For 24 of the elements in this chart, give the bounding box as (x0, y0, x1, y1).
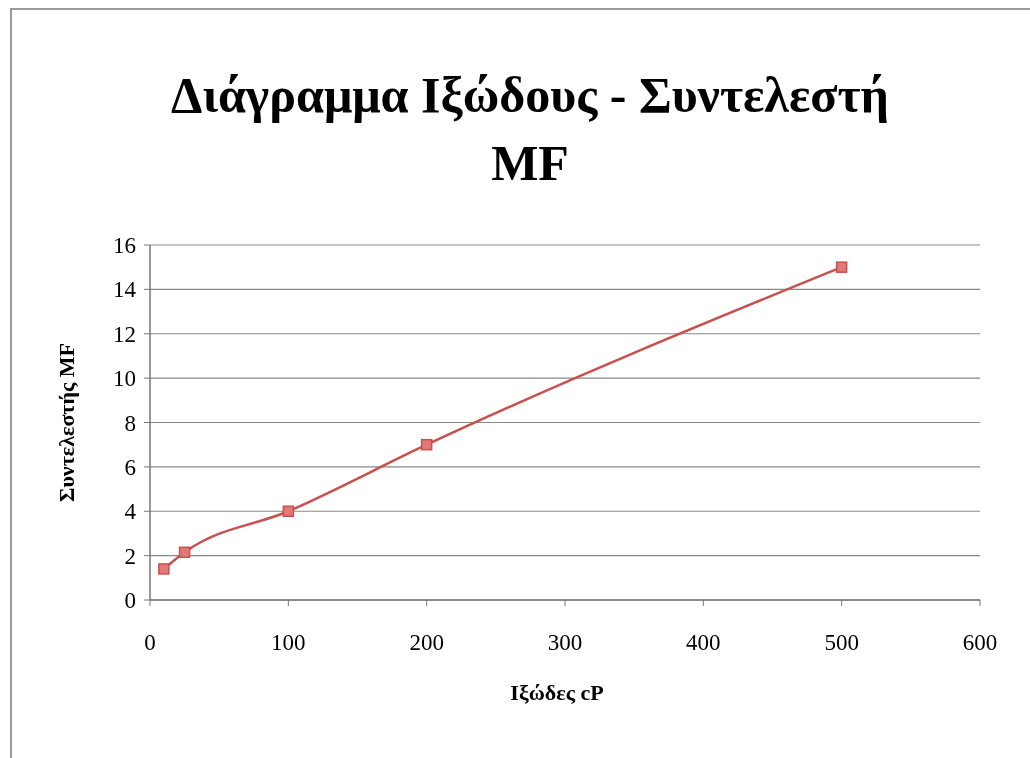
y-tick-label: 4 (124, 499, 137, 525)
y-tick-label: 10 (113, 366, 136, 392)
y-tick-label: 14 (113, 277, 137, 303)
point (420, 438, 433, 451)
y-tick-label: 2 (124, 543, 136, 569)
y-tick-label: 12 (113, 321, 136, 347)
point (178, 546, 191, 559)
x-tick-label: 200 (409, 630, 444, 655)
x-tick-label: 400 (686, 630, 721, 655)
point (158, 563, 170, 575)
chart-title: Διάγραμμα Ιξώδους - Συντελεστή MF (171, 67, 889, 191)
y-axis-title: Συντελεστής MF (54, 343, 79, 502)
x-tick-label: 0 (144, 630, 156, 655)
point (835, 261, 848, 273)
y-tick-label: 6 (124, 454, 136, 480)
x-axis-title: Ιξώδες cP (510, 680, 604, 705)
x-tick-label: 500 (824, 630, 859, 655)
point (282, 505, 295, 517)
x-tick-label: 300 (547, 630, 583, 655)
x-tick-label: 600 (962, 630, 998, 655)
x-tick-label: 100 (271, 630, 306, 655)
y-tick-label: 8 (124, 410, 136, 436)
y-tick-label: 16 (113, 233, 136, 259)
y-tick-label: 0 (124, 588, 136, 614)
